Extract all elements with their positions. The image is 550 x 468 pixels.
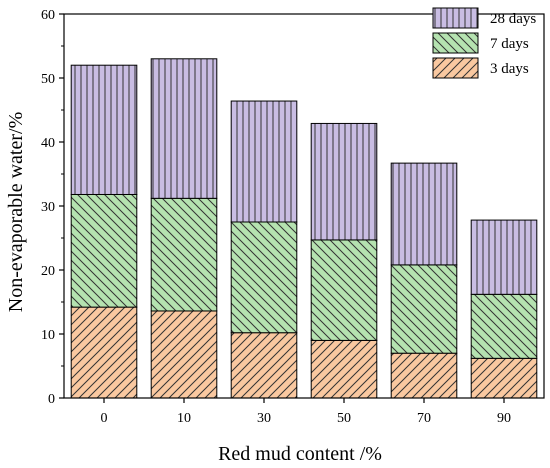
bar-3-days-70 [390, 352, 458, 399]
bar-7-days-0 [70, 193, 138, 308]
x-axis-title: Red mud content /% [218, 443, 382, 465]
bar-7-days-10 [150, 197, 218, 312]
bar-28-days-30 [230, 100, 298, 223]
y-tick-label: 50 [41, 72, 55, 87]
y-tick-label: 20 [41, 264, 55, 279]
x-tick-label: 30 [257, 411, 271, 426]
x-tick-label: 10 [177, 411, 191, 426]
bar-28-days-70 [390, 162, 458, 266]
x-tick-label: 0 [101, 411, 108, 426]
bar-3-days-10 [150, 310, 218, 399]
legend: 28 days 7 days 3 days [432, 7, 536, 79]
legend-swatch-28-days [432, 7, 479, 29]
x-tick-label: 90 [497, 411, 511, 426]
bar-3-days-90 [470, 357, 538, 399]
y-tick-label: 60 [41, 8, 55, 23]
bar-3-days-0 [70, 306, 138, 399]
y-tick-label: 30 [41, 200, 55, 215]
axes-group: 0 10 20 30 40 50 60 0 10 30 50 70 90 [41, 8, 545, 426]
bar-3-days-50 [310, 339, 378, 399]
y-tick-label: 10 [41, 328, 55, 343]
y-tick-label: 0 [48, 392, 55, 407]
bar-7-days-70 [390, 264, 458, 354]
x-tick-label: 50 [337, 411, 351, 426]
x-tick-label: 70 [417, 411, 431, 426]
y-tick-label: 40 [41, 136, 55, 151]
bar-7-days-30 [230, 221, 298, 334]
bar-3-days-30 [230, 332, 298, 399]
bar-28-days-90 [470, 219, 538, 295]
legend-swatch-3-days [432, 57, 479, 79]
bar-28-days-0 [70, 64, 138, 195]
legend-label-28-days: 28 days [490, 11, 536, 27]
legend-label-7-days: 7 days [490, 36, 529, 52]
y-axis-title: Non-evaporable water/% [5, 112, 27, 312]
legend-label-3-days: 3 days [490, 61, 529, 77]
bars-group [70, 58, 538, 399]
bar-7-days-90 [470, 293, 538, 359]
bar-28-days-50 [310, 122, 378, 241]
bar-28-days-10 [150, 58, 218, 199]
bar-7-days-50 [310, 239, 378, 341]
legend-swatch-7-days [432, 32, 479, 54]
